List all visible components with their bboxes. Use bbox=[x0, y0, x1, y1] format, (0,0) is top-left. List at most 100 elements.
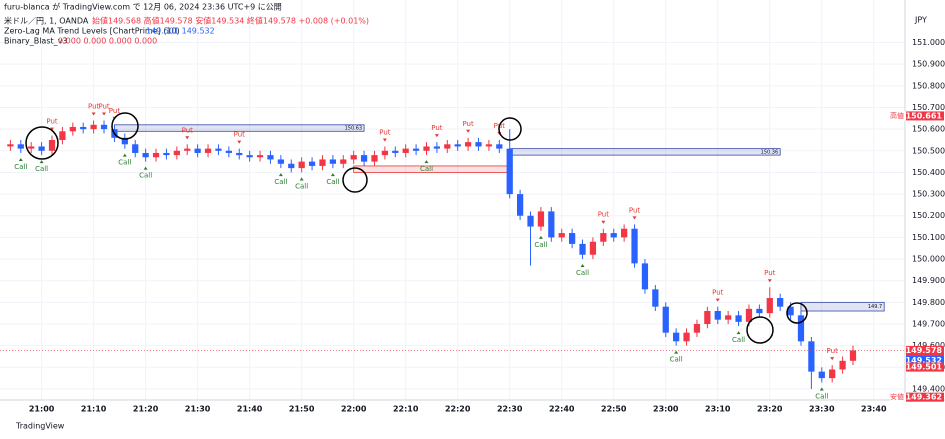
y-tick-label: 150.800 bbox=[912, 81, 945, 90]
y-tick-label: 150.700 bbox=[912, 103, 945, 112]
signal-label: Put bbox=[712, 289, 724, 297]
candle-body bbox=[319, 159, 326, 166]
candle-body bbox=[537, 211, 545, 227]
y-tick-label: 150.900 bbox=[912, 60, 945, 69]
price-tag-label: 高値 bbox=[890, 111, 904, 120]
signal-label: Put bbox=[764, 269, 776, 277]
candle-body bbox=[444, 144, 451, 149]
candle-body bbox=[516, 194, 524, 216]
signal-arrow bbox=[580, 264, 585, 268]
x-tick-label: 22:30 bbox=[497, 405, 523, 414]
candle-body bbox=[17, 144, 24, 149]
signal-arrow bbox=[91, 112, 96, 116]
price-tag-value: 150.661 bbox=[906, 111, 943, 120]
signal-arrow bbox=[715, 298, 720, 302]
price-tag-value: 149.532 bbox=[906, 356, 942, 365]
signal-arrow bbox=[819, 387, 824, 391]
candle-body bbox=[256, 155, 264, 158]
candle-body bbox=[236, 152, 243, 156]
indicator-values: 0.000 0.000 0.000 0.000 bbox=[58, 37, 157, 46]
signal-arrow bbox=[299, 177, 304, 181]
y-tick-label: 149.400 bbox=[912, 384, 945, 393]
price-tag bbox=[906, 362, 944, 372]
candle-body bbox=[714, 311, 721, 320]
highlight-circle bbox=[498, 117, 522, 141]
candle-body bbox=[787, 306, 794, 316]
candle-body bbox=[194, 148, 201, 153]
candle-body bbox=[610, 233, 617, 238]
candle-body bbox=[152, 152, 160, 158]
signal-label: Call bbox=[420, 165, 433, 173]
candle-body bbox=[59, 131, 66, 140]
candle-body bbox=[527, 215, 534, 227]
highlight-circle bbox=[746, 316, 774, 344]
candle-body bbox=[631, 228, 638, 264]
price-tag-value: 149.362 bbox=[906, 393, 942, 402]
signal-arrow bbox=[18, 157, 23, 161]
y-tick-label: 150.200 bbox=[912, 211, 945, 220]
candle-body bbox=[569, 233, 576, 244]
x-tick-label: 21:50 bbox=[289, 405, 315, 414]
candle-body bbox=[100, 124, 108, 130]
signal-label: Put bbox=[598, 211, 610, 219]
indicator-values: 149.501 149.532 bbox=[146, 27, 215, 36]
candle-body bbox=[381, 150, 389, 156]
signal-label: Call bbox=[534, 241, 547, 249]
y-tick-label: 149.800 bbox=[912, 298, 945, 307]
x-tick-label: 21:20 bbox=[133, 405, 159, 414]
signal-arrow bbox=[674, 350, 679, 354]
signal-label: Put bbox=[431, 124, 443, 132]
candle-body bbox=[735, 315, 742, 322]
signal-label: Put bbox=[629, 206, 641, 214]
price-tag bbox=[906, 355, 944, 365]
candle-body bbox=[329, 159, 336, 164]
candle-body bbox=[246, 155, 253, 158]
candle-body bbox=[69, 126, 76, 132]
candle-body bbox=[829, 369, 836, 379]
candle-body bbox=[621, 228, 628, 238]
x-tick-label: 23:40 bbox=[861, 405, 887, 414]
x-tick-label: 22:10 bbox=[393, 405, 419, 414]
candle-body bbox=[267, 155, 274, 160]
signal-arrow bbox=[424, 160, 429, 164]
candle-body bbox=[766, 298, 773, 314]
level-label: 149.7 bbox=[868, 304, 882, 310]
candle-body bbox=[121, 137, 128, 145]
x-tick-label: 23:30 bbox=[809, 405, 835, 414]
candle-body bbox=[641, 263, 649, 290]
candle-body bbox=[454, 144, 461, 147]
signal-label: Call bbox=[670, 356, 683, 364]
x-tick-label: 21:40 bbox=[237, 405, 263, 414]
candle-body bbox=[485, 144, 493, 147]
signal-label: Put bbox=[234, 131, 246, 139]
level-label: 150.36 bbox=[761, 149, 779, 155]
signal-arrow bbox=[632, 216, 637, 220]
candle-body bbox=[662, 306, 669, 333]
candle-body bbox=[184, 148, 191, 151]
x-tick-label: 22:40 bbox=[549, 405, 575, 414]
x-tick-label: 22:50 bbox=[601, 405, 627, 414]
signal-label: Call bbox=[576, 269, 589, 277]
candle-body bbox=[402, 148, 409, 153]
signal-label: Put bbox=[98, 102, 110, 110]
x-tick-label: 23:10 bbox=[705, 405, 731, 414]
candle-body bbox=[579, 243, 586, 255]
candle-body bbox=[38, 146, 45, 151]
candle-body bbox=[173, 150, 180, 156]
candle-body bbox=[225, 150, 232, 153]
candle-body bbox=[392, 150, 399, 153]
candle-body bbox=[288, 163, 295, 169]
candle-body bbox=[423, 146, 430, 151]
signal-label: Call bbox=[295, 182, 308, 190]
candle-body bbox=[808, 341, 815, 372]
y-tick-label: 150.000 bbox=[912, 255, 945, 264]
x-tick-label: 23:00 bbox=[653, 405, 679, 414]
symbol: 米ドル／円, 1, OANDA bbox=[4, 16, 89, 26]
ohlc: 始値149.568 高値149.578 安値149.534 終値149.578 … bbox=[92, 16, 369, 26]
signal-label: Call bbox=[14, 163, 27, 171]
candle-body bbox=[371, 155, 378, 162]
signal-arrow bbox=[830, 357, 835, 361]
price-tag-label-bg bbox=[890, 111, 906, 121]
